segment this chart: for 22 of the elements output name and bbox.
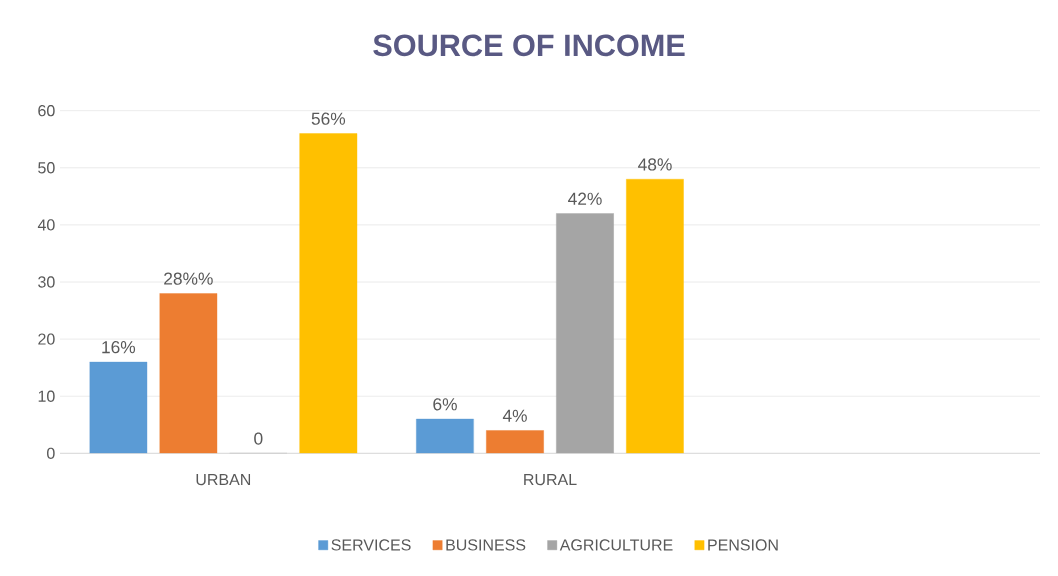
legend-label: BUSINESS: [446, 539, 526, 551]
data-label: 0: [254, 432, 263, 445]
y-tick-label: 20: [38, 333, 55, 345]
x-tick-label: URBAN: [196, 474, 251, 486]
data-label: 28%%: [164, 272, 213, 285]
y-tick-label: 0: [47, 447, 55, 459]
legend-label: SERVICES: [331, 539, 411, 551]
y-tick-label: 30: [38, 276, 55, 288]
chart-title: SOURCE OF INCOME: [373, 34, 685, 57]
y-tick-label: 60: [38, 105, 55, 117]
data-label: 42%: [568, 192, 602, 205]
data-label: 48%: [638, 158, 672, 171]
data-label: 4%: [502, 409, 527, 422]
legend-label: PENSION: [708, 539, 778, 551]
y-tick-label: 10: [38, 390, 55, 402]
y-tick-label: 40: [37, 219, 55, 231]
y-tick-label: 50: [38, 162, 55, 174]
data-label: 56%: [311, 112, 346, 125]
data-label: 16%: [102, 341, 136, 354]
legend-label: AGRICULTURE: [559, 539, 673, 551]
x-tick-label: RURAL: [524, 474, 577, 486]
data-label: 6%: [433, 398, 457, 411]
